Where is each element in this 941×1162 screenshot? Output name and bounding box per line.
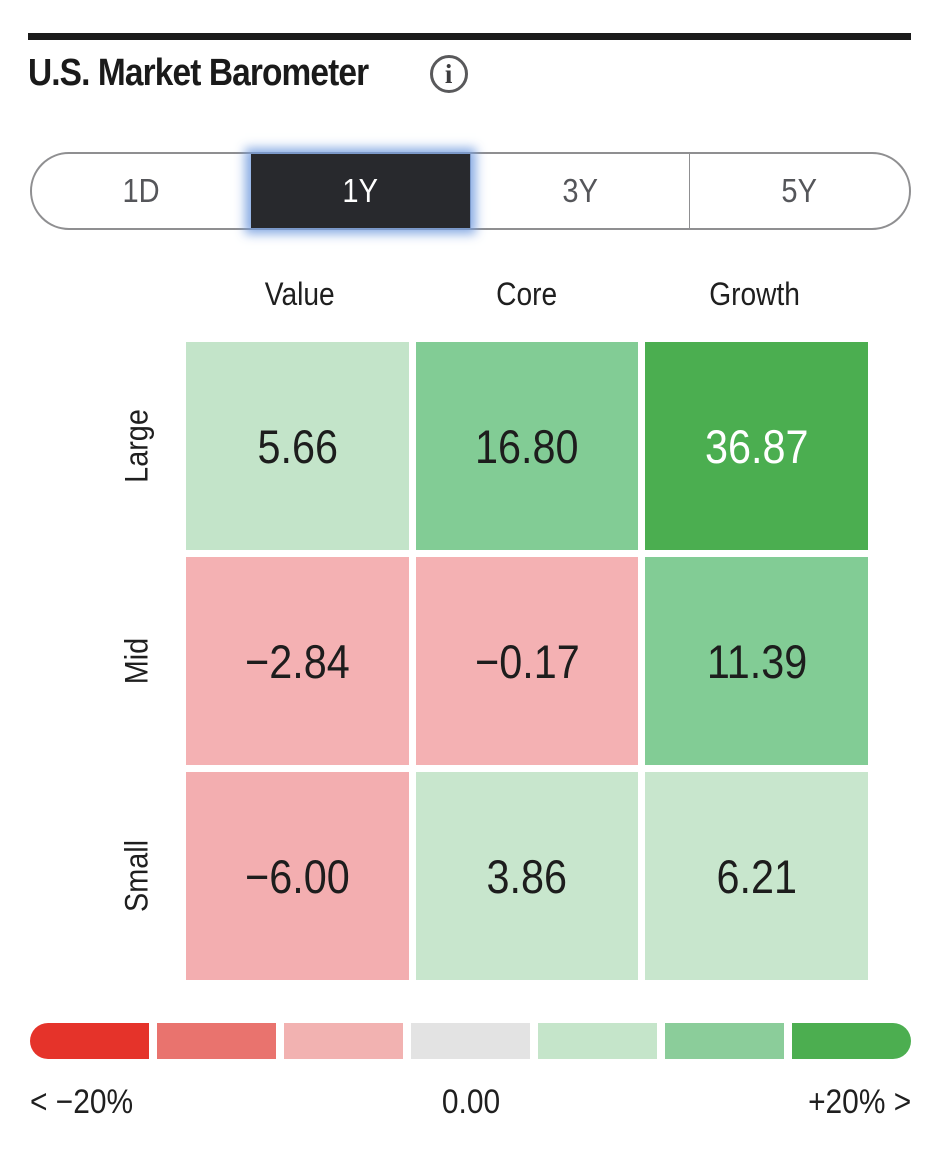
heatmap-cell-large-value[interactable]: 5.66 xyxy=(186,342,409,550)
legend-max-label: +20% > xyxy=(807,1083,911,1121)
period-tab-1y[interactable]: 1Y xyxy=(250,154,470,228)
period-selector: 1D 1Y 3Y 5Y xyxy=(30,152,911,230)
cell-value: 36.87 xyxy=(704,419,809,473)
header: U.S. Market Barometer i xyxy=(28,52,468,95)
legend-min-label: < −20% xyxy=(30,1083,134,1121)
cell-value: −0.17 xyxy=(474,634,580,688)
period-tab-5y[interactable]: 5Y xyxy=(689,154,909,228)
column-header-value: Value xyxy=(264,276,335,312)
info-icon[interactable]: i xyxy=(429,54,468,93)
legend-mid-label: 0.00 xyxy=(441,1083,500,1121)
cell-value: −6.00 xyxy=(244,849,350,903)
heatmap-cell-large-growth[interactable]: 36.87 xyxy=(645,342,868,550)
column-header-core: Core xyxy=(496,276,558,312)
row-label-small: Small xyxy=(118,839,155,913)
cell-value: 6.21 xyxy=(716,849,797,903)
heatmap-cell-large-core[interactable]: 16.80 xyxy=(415,342,639,550)
legend-segment-3 xyxy=(284,1023,403,1059)
heatmap-cell-small-growth[interactable]: 6.21 xyxy=(645,772,868,980)
column-headers: Value Core Growth xyxy=(186,276,868,313)
heatmap-cell-mid-growth[interactable]: 11.39 xyxy=(645,557,868,765)
legend-labels: < −20% 0.00 +20% > xyxy=(30,1083,911,1127)
row-label-mid: Mid xyxy=(118,637,155,685)
cell-value: 5.66 xyxy=(257,419,338,473)
cell-value: 3.86 xyxy=(486,849,568,903)
period-tab-label: 1Y xyxy=(342,172,378,209)
legend-segment-1 xyxy=(30,1023,149,1059)
period-tab-3y[interactable]: 3Y xyxy=(469,154,690,228)
cell-value: 16.80 xyxy=(475,419,579,473)
period-tab-label: 5Y xyxy=(781,172,818,209)
top-divider-rule xyxy=(28,33,911,40)
legend-segment-5 xyxy=(538,1023,657,1059)
heatmap-grid: 5.66 16.80 36.87 −2.84 −0.17 11.39 −6.00… xyxy=(186,342,868,980)
period-tab-1d[interactable]: 1D xyxy=(32,154,251,228)
page-title: U.S. Market Barometer xyxy=(28,52,369,94)
legend-segment-6 xyxy=(665,1023,784,1059)
color-scale-legend xyxy=(30,1023,911,1059)
period-tab-label: 1D xyxy=(122,172,160,209)
period-tab-label: 3Y xyxy=(562,172,598,209)
heatmap-cell-small-core[interactable]: 3.86 xyxy=(415,772,639,980)
heatmap-cell-mid-core[interactable]: −0.17 xyxy=(415,557,639,765)
column-header-growth: Growth xyxy=(708,276,800,312)
row-label-large: Large xyxy=(118,409,155,483)
legend-segment-4 xyxy=(411,1023,530,1059)
heatmap-cell-mid-value[interactable]: −2.84 xyxy=(186,557,409,765)
cell-value: −2.84 xyxy=(244,634,350,688)
legend-segment-2 xyxy=(157,1023,276,1059)
cell-value: 11.39 xyxy=(706,634,807,688)
legend-segment-7 xyxy=(792,1023,911,1059)
heatmap-cell-small-value[interactable]: −6.00 xyxy=(186,772,409,980)
